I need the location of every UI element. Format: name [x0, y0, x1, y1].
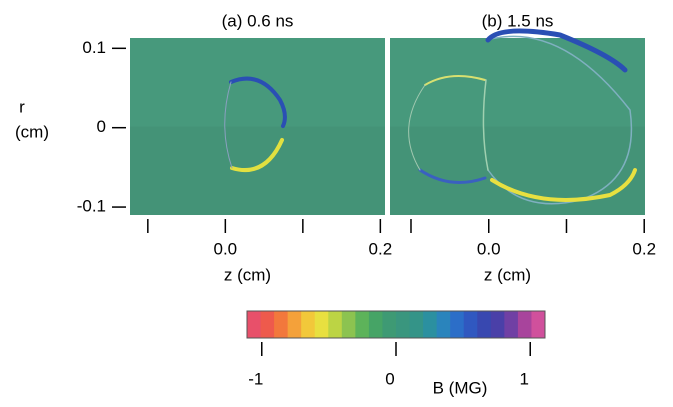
field-feature [486, 35, 633, 205]
field-feature [408, 84, 426, 171]
color-cell [490, 311, 505, 338]
color-cell [504, 311, 519, 338]
color-cell [517, 311, 532, 338]
x-axis-label: z (cm) [224, 265, 271, 284]
y-tick-label: 0 [97, 117, 106, 136]
color-cell [436, 311, 451, 338]
x-tick-label: 0.2 [369, 239, 393, 258]
image-lower-half [390, 126, 645, 215]
color-cell [463, 311, 478, 338]
y-tick-label: 0.1 [82, 38, 106, 57]
x-tick-label: 0.0 [477, 239, 501, 258]
field-feature [482, 79, 489, 171]
color-cell [477, 311, 492, 338]
color-cell [355, 311, 370, 338]
colorbar-frame [246, 310, 546, 339]
color-cell [314, 311, 329, 338]
colorbar-tick-label: -1 [248, 369, 263, 388]
color-cell [301, 311, 316, 338]
field-feature [229, 76, 287, 128]
field-feature [490, 168, 637, 202]
colorbar-tick-label: 1 [519, 369, 528, 388]
color-cell [409, 311, 424, 338]
image-background [130, 38, 385, 215]
y-axis-label: r [19, 97, 25, 116]
image-lower-half [130, 126, 385, 215]
field-feature [485, 28, 628, 73]
color-cell [396, 311, 411, 338]
color-cell [368, 311, 383, 338]
panel-title: (b) 1.5 ns [482, 11, 554, 30]
color-cell [531, 311, 546, 338]
color-cell [287, 311, 302, 338]
color-cell [247, 311, 262, 338]
field-feature [424, 75, 486, 86]
field-feature [224, 81, 233, 169]
color-cell [260, 311, 275, 338]
colorbar-tick-label: 0 [385, 369, 394, 388]
x-tick-label: 0.0 [214, 239, 238, 258]
color-cell [450, 311, 465, 338]
color-cell [423, 311, 438, 338]
y-tick-label: -0.1 [77, 197, 106, 216]
color-cell [274, 311, 289, 338]
y-axis-label: (cm) [15, 122, 49, 141]
colorbar-label: B (MG) [433, 378, 488, 397]
x-tick-label: 0.2 [632, 239, 656, 258]
color-cell [382, 311, 397, 338]
field-feature [418, 168, 487, 184]
panel-title: (a) 0.6 ns [222, 11, 294, 30]
color-cell [328, 311, 343, 338]
field-feature [230, 138, 284, 173]
image-background [390, 38, 645, 215]
color-cell [341, 311, 356, 338]
x-axis-label: z (cm) [484, 265, 531, 284]
